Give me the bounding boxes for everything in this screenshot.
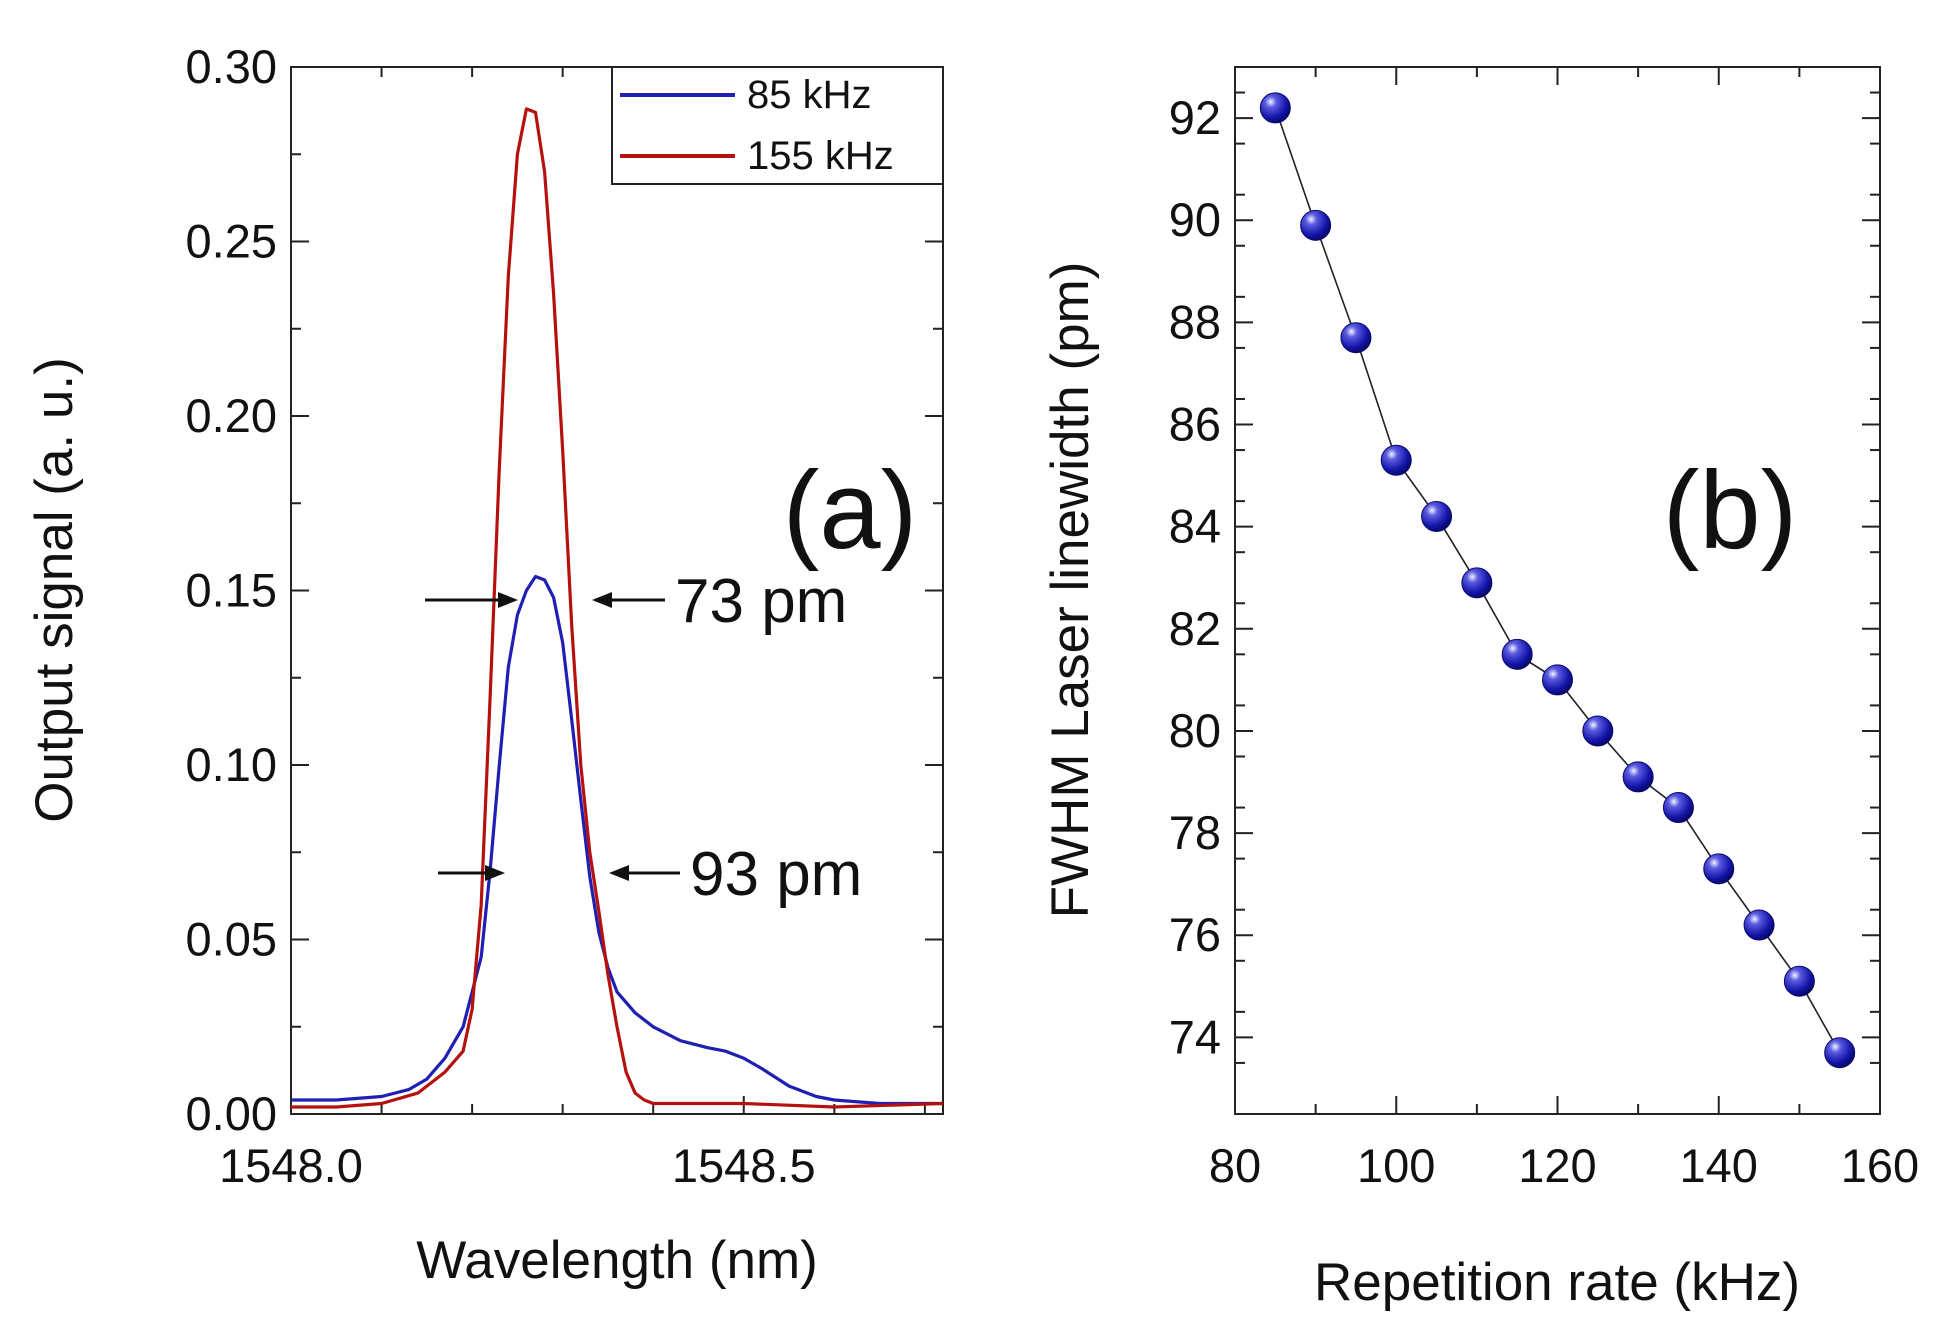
b-point-150 [1783,965,1815,997]
a-x-axis-title: Wavelength (nm) [416,1231,818,1290]
b-ytick-label-6: 86 [1169,398,1221,451]
panel-b-scatter-chart: 74 76 78 80 82 84 86 88 90 92 80 100 120 140 160 Repet… [1041,66,1919,1312]
b-x-axis-title: Repetition rate (kHz) [1314,1253,1800,1312]
a-xtick-label-0: 1548.0 [219,1139,363,1192]
a-ytick-label-0: 0.00 [186,1087,277,1140]
a-annotation-text-93pm: 93 pm [690,840,862,909]
b-point-115 [1501,638,1533,670]
b-point-85 [1259,92,1291,124]
b-xtick-label-3: 140 [1680,1139,1758,1192]
b-xtick-label-1: 100 [1357,1139,1435,1192]
a-series-line-85-khz [291,574,943,1106]
b-point-95 [1340,322,1372,354]
a-tick-labels: 0.00 0.05 0.10 0.15 0.20 0.25 0.30 1548.0 1548.5 [186,40,816,1192]
b-point-125 [1582,715,1614,747]
b-series-points [1259,92,1856,1069]
b-ytick-label-9: 92 [1169,91,1221,144]
b-point-130 [1622,761,1654,793]
a-annotation-text-73pm: 73 pm [675,567,847,636]
a-legend-label-155khz: 155 kHz [747,134,894,178]
b-ytick-label-1: 76 [1169,908,1221,961]
b-point-120 [1542,664,1573,696]
a-arrowhead-left-73pm [498,592,518,608]
b-xtick-label-0: 80 [1209,1139,1261,1192]
a-legend: 85 kHz 155 kHz [611,66,944,185]
a-series-line-155-khz [291,107,944,1109]
a-ytick-label-2: 0.10 [186,738,277,791]
a-annotation-73pm: 73 pm [425,567,847,636]
a-panel-label: (a) [783,449,917,572]
a-ytick-label-6: 0.30 [186,40,277,93]
b-point-110 [1461,567,1493,599]
b-point-140 [1703,853,1735,885]
b-point-100 [1380,444,1412,476]
b-xtick-label-4: 160 [1841,1139,1919,1192]
a-legend-label-85khz: 85 kHz [747,73,872,117]
b-y-axis-title: FWHM Laser linewidth (pm) [1041,262,1100,919]
b-point-145 [1743,909,1775,941]
b-ytick-label-4: 82 [1169,602,1221,655]
a-ytick-label-5: 0.25 [186,215,277,268]
b-ytick-label-0: 74 [1169,1010,1221,1063]
a-annotation-93pm: 93 pm [438,840,862,909]
a-series-lines [291,107,944,1109]
a-arrowhead-right-73pm [592,592,612,608]
a-ytick-label-3: 0.15 [186,564,277,617]
b-point-105 [1421,500,1453,532]
a-legend-box [611,66,944,185]
b-ytick-label-7: 88 [1169,295,1221,348]
a-ytick-label-4: 0.20 [186,389,277,442]
b-point-90 [1300,209,1332,241]
b-point-155 [1824,1037,1856,1069]
b-ytick-label-3: 80 [1169,704,1221,757]
a-arrowhead-right-93pm [609,865,629,881]
b-point-135 [1662,792,1694,824]
b-panel-label: (b) [1663,449,1797,572]
b-ytick-label-2: 78 [1169,806,1221,859]
b-tick-labels: 74 76 78 80 82 84 86 88 90 92 80 100 120 140 160 [1169,91,1919,1192]
panel-a-line-chart: 0.00 0.05 0.10 0.15 0.20 0.25 0.30 1548.0 1548.5… [25,40,944,1290]
b-axis-ticks [1234,67,1881,1115]
b-xtick-label-2: 120 [1518,1139,1596,1192]
a-ytick-label-1: 0.05 [186,913,277,966]
plot-frame-b [1234,66,1881,1115]
a-xtick-label-1: 1548.5 [672,1139,816,1192]
b-ytick-label-5: 84 [1169,500,1221,553]
a-y-axis-title: Output signal (a. u.) [25,357,84,822]
a-arrowhead-left-93pm [485,865,505,881]
b-ytick-label-8: 90 [1169,193,1221,246]
